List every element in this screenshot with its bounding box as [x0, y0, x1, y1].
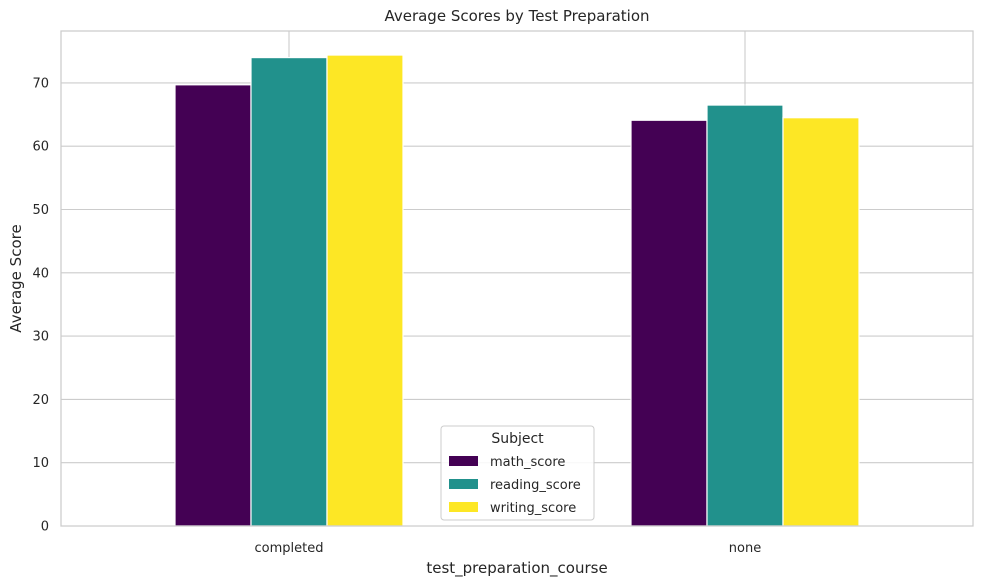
plot-frame [60, 30, 974, 527]
legend-title: Subject [491, 431, 544, 447]
bar-reading_score-none [706, 104, 784, 527]
legend-swatch-math_score [449, 456, 478, 466]
legend-label-math_score: math_score [490, 455, 565, 470]
bar-math_score-none [630, 119, 708, 527]
y-tick-labels: 0 10 20 30 40 50 60 70 [32, 76, 49, 534]
x-tick-labels: completed none [255, 541, 762, 556]
legend-swatch-reading_score [449, 479, 478, 489]
bar-math_score-completed [174, 84, 252, 527]
y-tick-label: 10 [32, 456, 49, 471]
chart-title: Average Scores by Test Preparation [384, 7, 649, 25]
x-axis-label: test_preparation_course [426, 559, 607, 578]
x-tick-label: none [729, 541, 761, 556]
legend-swatch-writing_score [449, 502, 478, 512]
y-tick-label: 50 [32, 203, 49, 218]
bar-writing_score-none [782, 117, 860, 527]
y-tick-label: 30 [32, 330, 49, 345]
y-tick-label: 40 [32, 266, 49, 281]
y-axis-label: Average Score [7, 224, 25, 332]
bar-writing_score-completed [326, 54, 404, 527]
legend-box [440, 425, 595, 521]
bar-reading_score-completed [250, 56, 328, 527]
legend-label-writing_score: writing_score [490, 501, 576, 516]
x-tick-label: completed [255, 541, 324, 556]
y-tick-label: 70 [32, 76, 49, 91]
y-tick-label: 20 [32, 393, 49, 408]
legend: Subject math_score reading_score writing_s… [440, 425, 595, 521]
y-tick-label: 60 [32, 140, 49, 155]
y-tick-label: 0 [41, 520, 49, 535]
legend-label-reading_score: reading_score [490, 478, 581, 493]
legend-items: math_score reading_score writing_score [449, 455, 581, 516]
